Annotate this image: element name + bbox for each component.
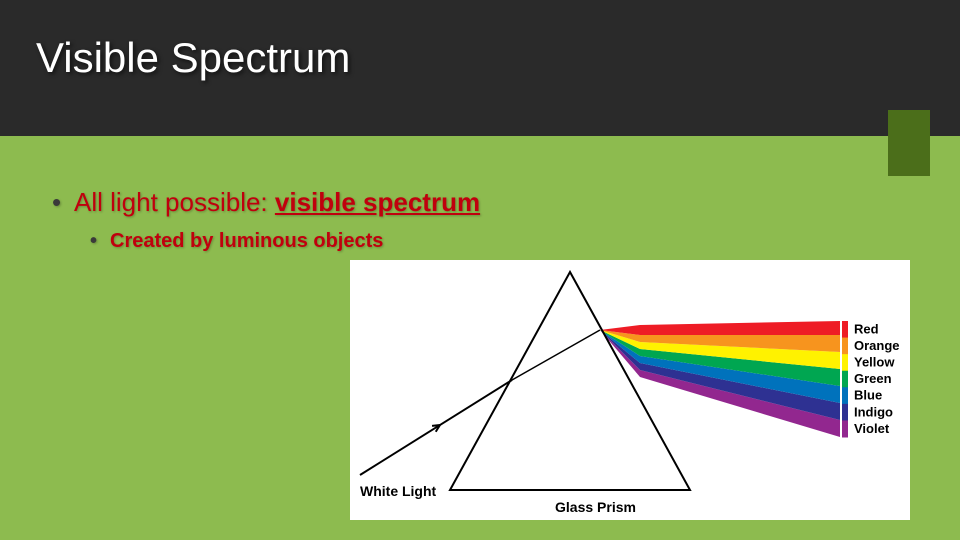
bullet-level1: All light possible: visible spectrum: [52, 186, 920, 220]
spectrum-label-orange: Orange: [854, 338, 900, 353]
bullet-l2-text: Created by luminous objects: [110, 230, 383, 252]
content-area: All light possible: visible spectrum Cre…: [0, 136, 960, 254]
white-light-label: White Light: [360, 483, 437, 499]
spectrum-label-violet: Violet: [854, 421, 890, 436]
spectrum-label-green: Green: [854, 371, 892, 386]
bullet-level2: Created by luminous objects: [90, 228, 920, 254]
spectrum-label-yellow: Yellow: [854, 355, 895, 370]
bullet-l1-prefix: All light possible:: [74, 187, 275, 217]
spectrum-label-blue: Blue: [854, 388, 882, 403]
bullet-l1-emphasis: visible spectrum: [275, 187, 480, 217]
prism-svg: Red Orange YellowGreen BlueIndigo Violet Whit…: [350, 260, 910, 520]
spectrum-label-red: Red: [854, 321, 879, 336]
spectrum-label-indigo: Indigo: [854, 404, 893, 419]
slide-title: Visible Spectrum: [36, 34, 960, 82]
accent-box: [888, 110, 930, 176]
glass-prism-label: Glass Prism: [555, 499, 636, 515]
prism-diagram: Red Orange YellowGreen BlueIndigo Violet Whit…: [350, 260, 910, 520]
header-band: Visible Spectrum: [0, 0, 960, 136]
